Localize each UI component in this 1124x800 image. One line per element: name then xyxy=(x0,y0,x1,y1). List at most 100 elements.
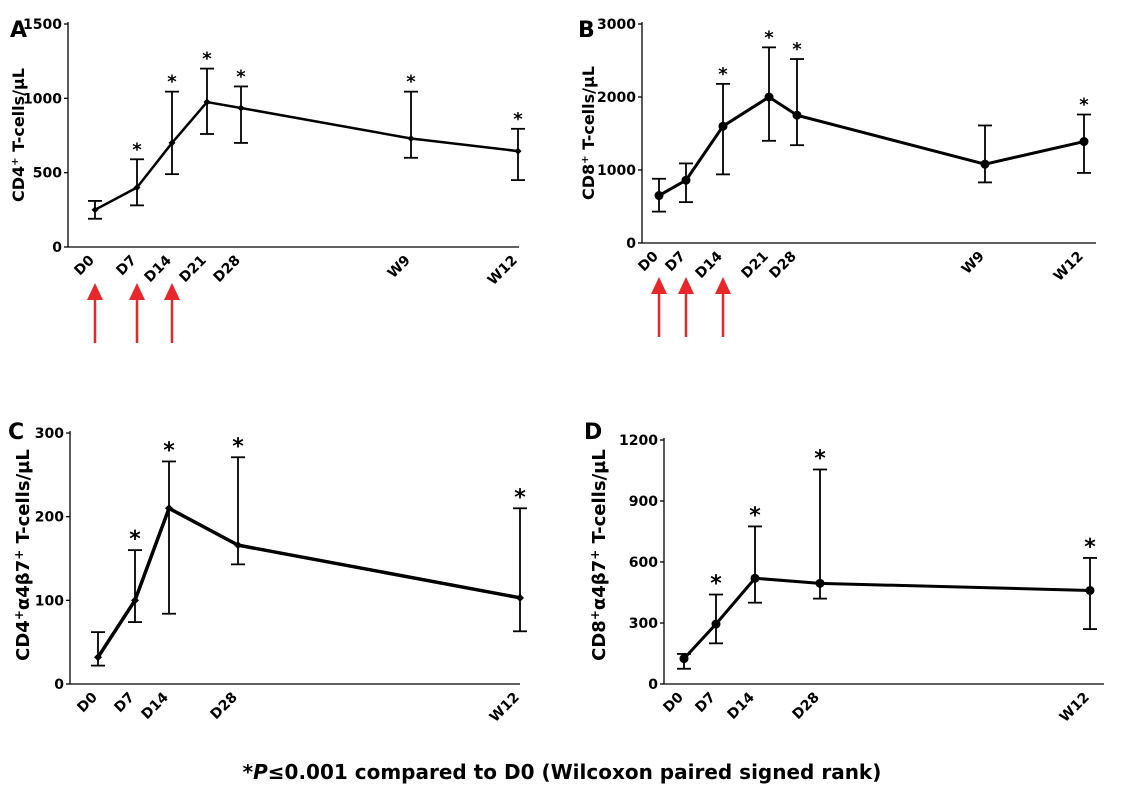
significance-star: * xyxy=(406,72,416,93)
y-axis-label: CD8+ T-cells/µL xyxy=(579,66,598,200)
y-axis-label-text: α4β7 xyxy=(589,560,610,610)
x-tick-label: D7 xyxy=(113,253,139,279)
x-tick-label: D28 xyxy=(208,690,241,723)
y-axis-label-superscript: + xyxy=(588,610,602,620)
y-axis-label-text: T-cells/µL xyxy=(579,66,598,155)
significance-star: * xyxy=(163,438,175,463)
data-point xyxy=(792,110,802,120)
x-tick-label: D14 xyxy=(139,689,172,722)
data-point xyxy=(681,175,691,185)
series-line xyxy=(94,100,519,211)
significance-star: * xyxy=(792,39,802,60)
x-tick-label: D14 xyxy=(142,252,175,285)
data-point xyxy=(764,92,774,102)
footnote-star: * xyxy=(242,760,254,784)
y-tick-label: 0 xyxy=(52,240,62,256)
y-axis-label: CD4+α4β7+ T-cells/µL xyxy=(12,449,34,661)
data-point xyxy=(750,573,760,583)
significance-star: * xyxy=(710,572,722,597)
dose-arrow-head xyxy=(129,283,145,300)
x-tick-label: D28 xyxy=(790,690,823,723)
data-point xyxy=(131,596,139,605)
data-point xyxy=(168,139,176,147)
x-tick-label: D28 xyxy=(767,249,800,282)
series-line xyxy=(682,576,1091,660)
data-point xyxy=(514,147,522,155)
y-axis-label: CD8+α4β7+ T-cells/µL xyxy=(588,449,610,661)
y-axis-label-text: α4β7 xyxy=(13,560,34,610)
x-tick-label: D21 xyxy=(177,253,210,286)
y-tick-label: 0 xyxy=(626,236,636,252)
x-tick-label: D14 xyxy=(693,248,726,281)
panel-letter: C xyxy=(8,420,24,445)
significance-star: * xyxy=(1084,535,1096,560)
data-point xyxy=(654,191,664,201)
data-point xyxy=(516,593,524,602)
dose-arrow-head xyxy=(87,283,103,300)
y-tick-label: 1500 xyxy=(23,17,62,33)
data-point xyxy=(94,653,102,662)
x-tick-label: D14 xyxy=(725,689,758,722)
y-tick-label: 3000 xyxy=(597,17,636,33)
data-point xyxy=(1085,585,1095,595)
data-point xyxy=(165,504,173,513)
y-tick-label: 900 xyxy=(629,494,658,510)
data-point xyxy=(91,206,99,214)
significance-star: * xyxy=(132,139,142,160)
footnote: *P≤0.001 compared to D0 (Wilcoxon paired… xyxy=(0,760,1124,784)
footnote-p: P xyxy=(253,760,268,784)
data-point xyxy=(711,619,721,629)
data-point xyxy=(234,541,242,550)
significance-star: * xyxy=(167,72,177,93)
panel-letter: A xyxy=(10,18,27,43)
y-axis-label-superscript: + xyxy=(12,550,26,560)
y-tick-label: 1200 xyxy=(619,433,658,449)
dose-arrow-head xyxy=(164,283,180,300)
x-tick-label: D28 xyxy=(211,253,244,286)
dose-arrow-head xyxy=(715,277,731,294)
y-axis-label-text: T-cells/µL xyxy=(13,449,34,550)
x-tick-label: D7 xyxy=(111,690,137,716)
data-point xyxy=(203,98,211,106)
data-point xyxy=(815,578,825,588)
y-tick-label: 1000 xyxy=(597,163,636,179)
y-axis-label-superscript: + xyxy=(12,610,26,620)
panel-b: B 0 1000 2000 3000 CD8+ T-cells/µL D0 D7 D14 D21D… xyxy=(578,17,1096,337)
y-axis-label-superscript: + xyxy=(588,550,602,560)
data-point xyxy=(980,159,990,169)
y-tick-label: 300 xyxy=(35,426,64,442)
data-point xyxy=(237,104,245,112)
y-tick-label: 0 xyxy=(54,677,64,693)
x-tick-label: W12 xyxy=(1051,249,1087,285)
y-axis-label-text: CD4 xyxy=(13,620,34,661)
y-axis-label-text: T-cells/µL xyxy=(589,449,610,550)
y-tick-label: 200 xyxy=(35,510,64,526)
significance-star: * xyxy=(1079,95,1089,116)
dose-arrow-head xyxy=(651,277,667,294)
y-axis-label-text: CD8 xyxy=(579,164,598,200)
x-tick-label: D0 xyxy=(635,248,662,275)
y-tick-label: 500 xyxy=(33,166,62,182)
significance-star: * xyxy=(236,66,246,87)
significance-star: * xyxy=(814,446,826,471)
dose-arrow-head xyxy=(678,277,694,294)
panel-a: A 0 500 1000 1500 CD4+ T-cells/µL D0 D7 D14 D21 D2… xyxy=(9,17,525,343)
data-point xyxy=(1079,137,1089,147)
x-tick-label: D0 xyxy=(74,689,101,716)
significance-star: * xyxy=(749,503,761,528)
significance-star: * xyxy=(513,109,523,130)
significance-star: * xyxy=(764,27,774,48)
y-axis-label-superscript: + xyxy=(580,155,591,163)
y-axis-label-text: CD8 xyxy=(589,620,610,661)
significance-star: * xyxy=(514,485,526,510)
x-tick-label: W12 xyxy=(485,253,521,289)
significance-star: * xyxy=(202,49,212,70)
x-tick-label: W9 xyxy=(385,253,414,282)
x-tick-label: W12 xyxy=(1057,690,1093,726)
x-tick-label: D0 xyxy=(71,252,98,279)
y-axis-label-text: CD4 xyxy=(9,166,28,202)
y-axis-label-superscript: + xyxy=(10,157,21,165)
y-axis-label: CD4+ T-cells/µL xyxy=(9,68,28,202)
y-tick-label: 1000 xyxy=(23,91,62,107)
